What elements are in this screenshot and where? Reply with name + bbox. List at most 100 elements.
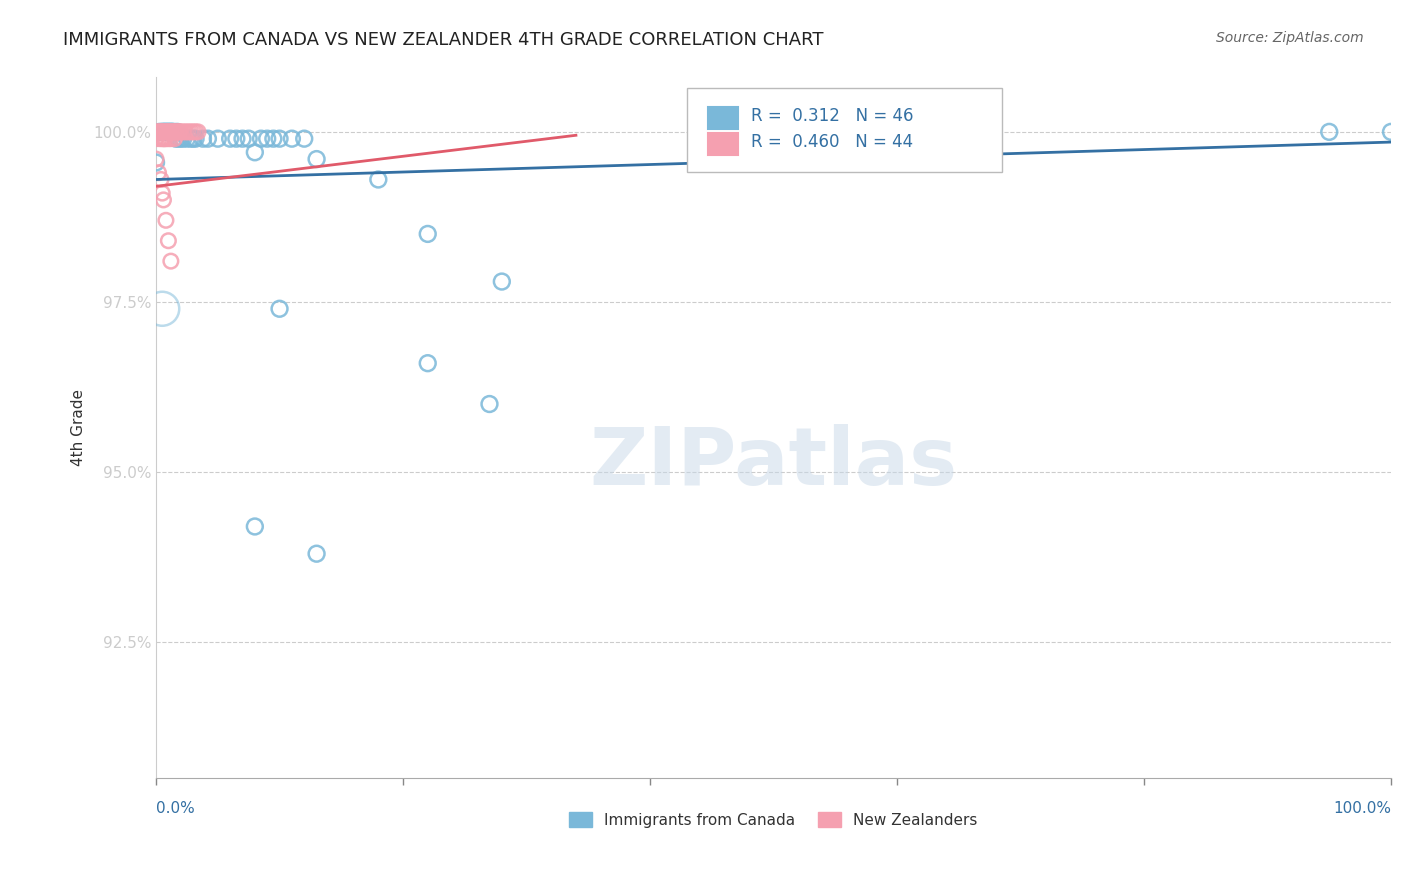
Point xyxy=(162,125,184,139)
Point xyxy=(152,125,174,139)
Point xyxy=(145,131,167,145)
Point xyxy=(149,125,172,139)
Point xyxy=(281,131,304,145)
Point xyxy=(305,152,328,166)
Point xyxy=(181,131,204,145)
Point xyxy=(184,131,207,145)
Point xyxy=(170,125,193,139)
Point xyxy=(180,131,202,145)
Point xyxy=(156,125,179,139)
Point xyxy=(155,125,177,139)
Point xyxy=(145,125,167,139)
Point xyxy=(1379,125,1402,139)
Point xyxy=(184,125,207,139)
Point xyxy=(181,125,204,139)
Point xyxy=(150,125,173,139)
Point xyxy=(1317,125,1340,139)
Point xyxy=(167,131,190,145)
Text: R =  0.312   N = 46: R = 0.312 N = 46 xyxy=(751,107,914,125)
Point xyxy=(149,172,172,186)
Point xyxy=(238,131,260,145)
Point xyxy=(250,131,273,145)
Point xyxy=(166,125,188,139)
Point xyxy=(155,125,177,139)
Point xyxy=(160,131,183,145)
Point xyxy=(176,131,198,145)
FancyBboxPatch shape xyxy=(688,88,1002,172)
Point xyxy=(152,125,174,139)
Point xyxy=(180,125,202,139)
Point xyxy=(207,131,229,145)
Point xyxy=(150,186,173,200)
Point xyxy=(170,131,193,145)
Point xyxy=(159,125,181,139)
Point xyxy=(292,131,315,145)
Point xyxy=(167,125,190,139)
Point xyxy=(163,131,186,145)
Point xyxy=(243,145,266,160)
Point xyxy=(165,131,187,145)
Point xyxy=(169,125,191,139)
Point xyxy=(187,125,209,139)
Point xyxy=(269,301,291,316)
Point xyxy=(157,125,180,139)
Point xyxy=(148,166,170,180)
Point xyxy=(172,131,194,145)
Point xyxy=(416,227,439,241)
Y-axis label: 4th Grade: 4th Grade xyxy=(72,389,86,467)
Point xyxy=(478,397,501,411)
Point xyxy=(159,125,181,139)
Text: ZIPatlas: ZIPatlas xyxy=(589,424,957,502)
Point xyxy=(416,356,439,370)
Point xyxy=(305,547,328,561)
Point xyxy=(162,125,184,139)
Text: 100.0%: 100.0% xyxy=(1333,801,1391,816)
Point xyxy=(150,301,173,316)
Point xyxy=(160,125,183,139)
Point xyxy=(156,125,179,139)
Text: 0.0%: 0.0% xyxy=(156,801,195,816)
Point xyxy=(165,125,187,139)
Point xyxy=(153,125,176,139)
Point xyxy=(231,131,253,145)
Point xyxy=(262,131,284,145)
Point xyxy=(225,131,247,145)
Point xyxy=(155,213,177,227)
Point xyxy=(160,125,183,139)
Point xyxy=(149,125,172,139)
Point xyxy=(172,125,194,139)
Point xyxy=(145,155,167,169)
Point xyxy=(177,125,200,139)
Point xyxy=(152,193,174,207)
Point xyxy=(155,131,177,145)
Point xyxy=(150,131,173,145)
Point xyxy=(149,125,172,139)
Point xyxy=(157,234,180,248)
Point xyxy=(160,125,183,139)
Point xyxy=(197,131,219,145)
Point xyxy=(153,125,176,139)
Point xyxy=(163,125,186,139)
Point xyxy=(219,131,242,145)
Legend: Immigrants from Canada, New Zealanders: Immigrants from Canada, New Zealanders xyxy=(562,805,984,834)
Point xyxy=(149,131,172,145)
Point xyxy=(152,131,174,145)
Point xyxy=(160,125,183,139)
Point xyxy=(367,172,389,186)
Point xyxy=(166,125,188,139)
Point xyxy=(148,125,170,139)
Point xyxy=(160,254,183,268)
Point xyxy=(153,131,176,145)
Point xyxy=(491,275,513,289)
Point xyxy=(269,131,291,145)
Text: R =  0.460   N = 44: R = 0.460 N = 44 xyxy=(751,133,914,151)
FancyBboxPatch shape xyxy=(709,107,738,129)
Text: Source: ZipAtlas.com: Source: ZipAtlas.com xyxy=(1216,31,1364,45)
Point xyxy=(243,519,266,533)
FancyBboxPatch shape xyxy=(709,133,738,155)
Text: IMMIGRANTS FROM CANADA VS NEW ZEALANDER 4TH GRADE CORRELATION CHART: IMMIGRANTS FROM CANADA VS NEW ZEALANDER … xyxy=(63,31,824,49)
Point xyxy=(157,131,180,145)
Point xyxy=(191,131,214,145)
Point xyxy=(150,125,173,139)
Point xyxy=(256,131,278,145)
